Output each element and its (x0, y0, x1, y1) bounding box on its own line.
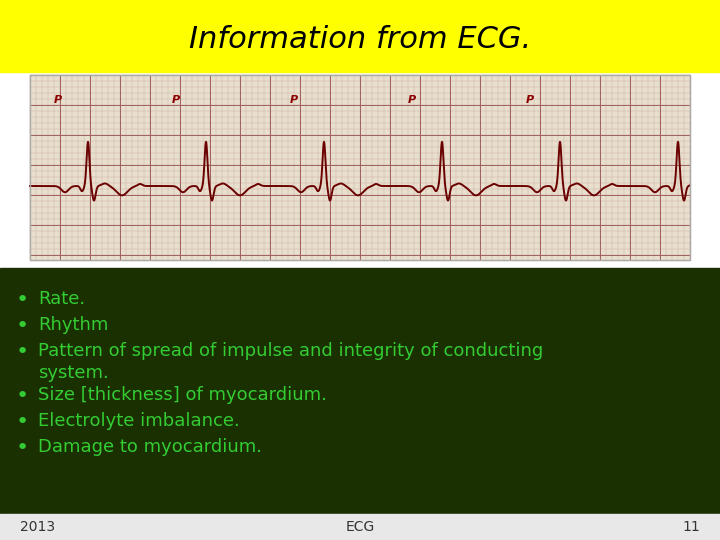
Text: •: • (15, 438, 29, 458)
Text: Electrolyte imbalance.: Electrolyte imbalance. (38, 412, 240, 430)
Text: P: P (290, 95, 298, 105)
Text: P: P (408, 95, 416, 105)
Text: ECG: ECG (346, 520, 374, 534)
Bar (0, 514, 720, 540)
Text: P: P (526, 95, 534, 105)
Text: Damage to myocardium.: Damage to myocardium. (38, 438, 262, 456)
Text: system.: system. (38, 364, 109, 382)
Text: 2013: 2013 (20, 520, 55, 534)
Text: •: • (15, 412, 29, 432)
Text: P: P (54, 95, 62, 105)
Text: •: • (15, 342, 29, 362)
Text: Rate.: Rate. (38, 290, 85, 308)
Text: P: P (172, 95, 180, 105)
Text: 11: 11 (683, 520, 700, 534)
Bar (0, 0, 720, 72)
Text: Rhythm: Rhythm (38, 316, 109, 334)
Text: Information from ECG.: Information from ECG. (189, 25, 531, 54)
Bar (30, 75, 690, 260)
Text: •: • (15, 386, 29, 406)
Text: Size [thickness] of myocardium.: Size [thickness] of myocardium. (38, 386, 327, 404)
Text: •: • (15, 316, 29, 336)
Bar (0, 268, 720, 513)
Text: •: • (15, 290, 29, 310)
Text: Pattern of spread of impulse and integrity of conducting: Pattern of spread of impulse and integri… (38, 342, 544, 360)
Bar (30, 75, 690, 260)
